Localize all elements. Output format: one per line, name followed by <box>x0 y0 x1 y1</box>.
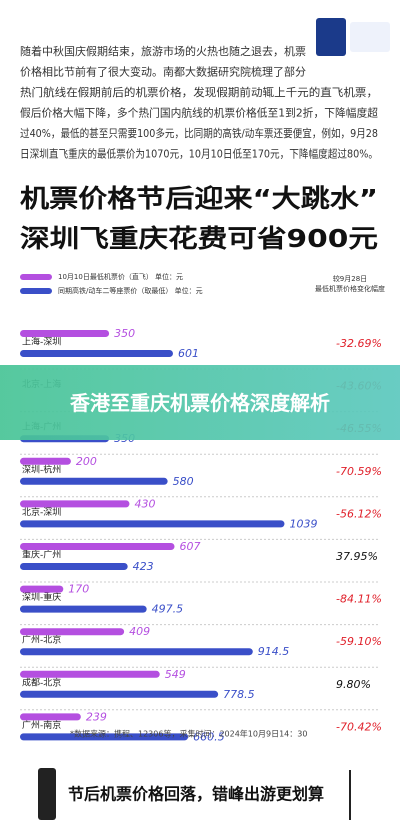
bar <box>20 520 285 528</box>
bar <box>20 733 189 741</box>
category-label: 深圳-杭州 <box>22 463 61 475</box>
bar-value: 549 <box>165 668 186 681</box>
change-value: -70.59% <box>336 465 382 478</box>
change-value: -84.11% <box>336 593 382 606</box>
bar <box>20 543 175 550</box>
change-value: -32.69% <box>336 337 382 350</box>
title: 机票价格节后迎来“大跳水” <box>20 184 378 213</box>
bar <box>20 477 168 485</box>
bar <box>20 648 253 656</box>
bar-value: 350 <box>114 327 135 340</box>
bar-value: 170 <box>68 583 89 596</box>
title: 深圳飞重庆花费可省900元 <box>20 224 378 253</box>
legend-swatch <box>20 274 52 280</box>
change-value: 37.95% <box>336 550 378 563</box>
bar-value: 430 <box>134 497 155 510</box>
category-label: 广州-北京 <box>22 634 61 646</box>
category-label: 广州-南京 <box>22 719 61 731</box>
legend-swatch <box>20 288 52 294</box>
bar <box>20 585 64 593</box>
change-value: -70.42% <box>336 720 382 733</box>
logo <box>316 18 346 56</box>
footer-icon <box>38 768 56 820</box>
bar-value: 778.5 <box>223 688 255 701</box>
change-value: 9.80% <box>336 678 371 691</box>
paragraph-line: 热门航线在假期前后的机票价格，发现假期前动辄上千元的直飞机票， <box>20 85 378 99</box>
bar-value: 497.5 <box>152 603 184 616</box>
bar-value: 409 <box>129 625 150 638</box>
bar-value: 200 <box>76 455 97 468</box>
bar <box>20 628 125 636</box>
change-header: 最低机票价格变化幅度 <box>315 284 385 293</box>
change-value: -56.12% <box>336 507 382 520</box>
category-label: 重庆-广州 <box>22 549 61 561</box>
bar <box>20 330 110 337</box>
banner: 香港至重庆机票价格深度解析 <box>0 365 400 440</box>
paragraph-line: 日深圳直飞重庆的最低票价为1070元，10月10日低至170元，下降幅度超过80… <box>20 147 378 161</box>
bar-value: 1039 <box>289 517 317 530</box>
bar-value: 601 <box>178 347 199 360</box>
category-label: 深圳-重庆 <box>22 591 61 603</box>
banner-text: 香港至重庆机票价格深度解析 <box>70 390 330 415</box>
bar <box>20 457 71 465</box>
bar <box>20 563 128 570</box>
bar <box>20 713 81 721</box>
category-label: 北京-深圳 <box>22 506 61 518</box>
category-label: 成都-北京 <box>22 676 61 688</box>
source: *数据来源：携程、12306等，采集时间：2024年10月9日14：30 <box>70 729 307 739</box>
logo <box>350 22 390 52</box>
legend-label: 10月10日最低机票价（直飞） 单位：元 <box>58 272 183 281</box>
category-label: 上海-深圳 <box>22 336 61 348</box>
bar-value: 660.5 <box>193 730 225 743</box>
bar-value: 914.5 <box>258 645 290 658</box>
bar-value: 423 <box>133 560 154 573</box>
bar <box>20 690 219 698</box>
legend-label: 同期高铁/动车二等座票价（取最低） 单位：元 <box>58 286 203 295</box>
bar-value: 580 <box>173 475 194 488</box>
change-header: 较9月28日 <box>333 274 367 283</box>
paragraph-line: 过40%，最低的甚至只需要100多元，比同期的高铁/动车票还要便宜，例如，9月2… <box>20 126 378 140</box>
bar <box>20 605 147 613</box>
bar <box>20 670 160 678</box>
change-value: -59.10% <box>336 635 382 648</box>
paragraph-line: 价格相比节前有了很大变动。南都大数据研究院梳理了部分 <box>20 65 306 79</box>
bar <box>20 500 130 508</box>
footer-text: 节后机票价格回落，错峰出游更划算 <box>68 785 324 804</box>
bar <box>20 350 173 357</box>
paragraph-line: 假后价格大幅下降，多个热门国内航线的机票价格低至1到2折，下降幅度超 <box>20 106 378 120</box>
bar-value: 607 <box>180 540 201 553</box>
bar-value: 239 <box>86 710 107 723</box>
paragraph-line: 随着中秋国庆假期结束，旅游市场的火热也随之退去，机票 <box>20 44 306 58</box>
